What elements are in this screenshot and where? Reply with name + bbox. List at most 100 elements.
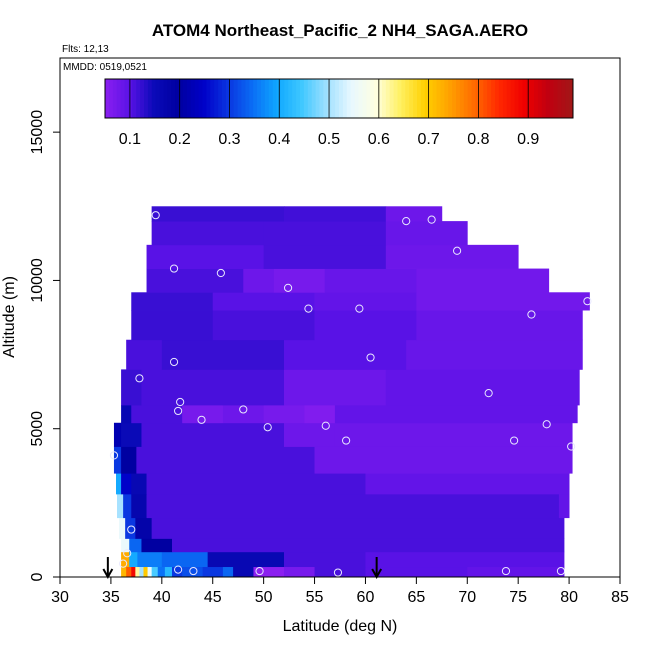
colorbar-swatch — [467, 79, 473, 118]
heatmap-cell — [334, 404, 578, 424]
colorbar-swatch — [183, 79, 188, 118]
colorbar-swatch — [342, 79, 348, 118]
colorbar-swatch — [506, 79, 512, 118]
heatmap-cell — [129, 551, 138, 568]
colorbar-swatch — [452, 79, 457, 118]
heatmap-cell — [113, 446, 122, 474]
colorbar-swatch — [417, 79, 422, 118]
colorbar-swatch — [565, 79, 570, 118]
colorbar-swatch — [276, 79, 281, 118]
colorbar-swatch — [171, 79, 176, 118]
heatmap-cell — [121, 446, 137, 474]
heatmap-cell — [131, 493, 147, 519]
colorbar-swatch — [362, 79, 367, 118]
colorbar-swatch — [569, 79, 574, 118]
heatmap-cell — [365, 566, 468, 578]
heatmap-cell — [131, 473, 147, 495]
colorbar-swatch — [214, 79, 219, 118]
heatmap-cell — [151, 206, 285, 222]
x-axis-label: Latitude (deg N) — [283, 618, 398, 635]
heatmap-cell — [416, 292, 590, 311]
x-tick-label: 35 — [102, 589, 120, 606]
colorbar-swatch — [385, 79, 391, 118]
colorbar-swatch — [463, 79, 469, 118]
measurement-point — [123, 549, 132, 558]
colorbar-swatch — [553, 79, 558, 118]
colorbar-swatch — [424, 79, 430, 118]
measurement-point — [333, 568, 343, 577]
colorbar-swatch — [518, 79, 523, 118]
heatmap-cell — [207, 551, 285, 568]
measurement-point — [109, 451, 119, 460]
heatmap-cell — [304, 404, 336, 424]
x-tick-label: 40 — [153, 589, 171, 606]
measurement-point — [169, 264, 179, 273]
heatmap-cell — [151, 517, 565, 539]
x-tick-label: 70 — [458, 589, 476, 606]
colorbar-swatch — [307, 79, 313, 118]
colorbar-swatch — [514, 79, 519, 118]
heatmap-cell — [365, 551, 565, 568]
colorbar-swatch — [495, 79, 500, 118]
heatmap-cell — [141, 538, 173, 553]
colorbar-swatch — [331, 79, 336, 118]
heatmap-cell — [126, 566, 132, 578]
colorbar-tick-label: 0.7 — [417, 131, 439, 148]
colorbar-swatch — [303, 79, 309, 118]
colorbar-tick-label: 0.1 — [119, 131, 141, 148]
colorbar-swatch — [420, 79, 426, 118]
colorbar-swatch — [179, 79, 184, 118]
measurement-point — [169, 357, 179, 367]
heatmap-cell — [284, 206, 387, 222]
colorbar-tick-label: 0.6 — [368, 131, 390, 148]
measurement-point — [189, 566, 198, 576]
colorbar-swatch — [112, 79, 118, 118]
dates-label: MMDD: 0519,0521 — [63, 62, 147, 73]
colorbar-tick-label: 0.8 — [467, 131, 489, 148]
heatmap-cell — [222, 404, 265, 424]
heatmap-cell — [314, 292, 417, 311]
heatmap-cell — [161, 339, 285, 370]
measurement-point — [127, 525, 136, 534]
colorbar-swatch — [147, 79, 153, 118]
heatmap-cell — [172, 538, 565, 553]
colorbar-swatch — [545, 79, 551, 118]
heatmap-cell — [406, 339, 583, 370]
colorbar-swatch — [163, 79, 168, 118]
colorbar-swatch — [132, 79, 137, 118]
measurement-point — [304, 304, 313, 313]
measurement-point — [216, 268, 225, 278]
colorbar-swatch — [140, 79, 145, 118]
colorbar-swatch — [350, 79, 356, 118]
heatmap-cell — [202, 566, 224, 578]
colorbar-swatch — [245, 79, 250, 118]
heatmap-cell — [365, 473, 570, 495]
heatmap-cell — [121, 551, 130, 568]
heatmap-cell — [284, 422, 336, 447]
heatmap-cell — [172, 566, 183, 578]
measurement-point — [119, 559, 128, 568]
measurement-point — [366, 353, 375, 362]
heatmap-cells — [113, 206, 590, 578]
plot-frame — [59, 57, 621, 578]
colorbar-swatch — [300, 79, 305, 118]
x-axis: 30 35 40 45 50 55 60 65 70 75 80 85 — [51, 577, 629, 606]
measurement-point — [239, 405, 248, 414]
measurement-point — [510, 436, 519, 445]
colorbar-swatch — [339, 79, 344, 118]
colorbar-swatch — [483, 79, 488, 118]
colorbar-tick-label: 0.4 — [268, 131, 290, 148]
colorbar-swatch — [167, 79, 172, 118]
colorbar-swatch — [210, 79, 215, 118]
heatmap-cell — [164, 566, 173, 578]
measurement-point — [283, 283, 293, 292]
colorbar-swatch — [315, 79, 320, 118]
heatmap-cell — [157, 566, 166, 578]
colorbar-swatch — [393, 79, 398, 118]
measurement-point — [263, 423, 272, 432]
flights-label: Flts: 12,13 — [62, 44, 109, 55]
measurement-point — [542, 420, 551, 429]
colorbar-swatch — [541, 79, 547, 118]
heatmap-cell — [212, 292, 315, 311]
